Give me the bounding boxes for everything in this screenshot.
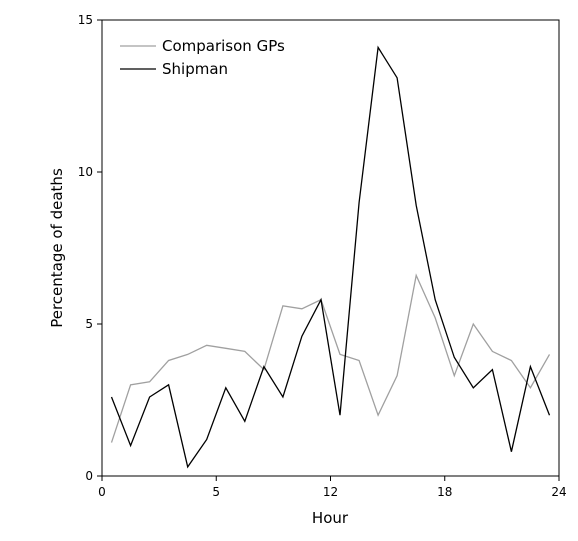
- y-tick-label: 0: [85, 469, 93, 483]
- x-axis-title: Hour: [312, 509, 349, 527]
- x-tick-label: 0: [98, 485, 106, 499]
- series-line-comparison-gps: [110, 273, 551, 443]
- x-tick-label: 18: [437, 485, 452, 499]
- y-tick-label: 5: [85, 317, 93, 331]
- plot-frame: [101, 19, 560, 477]
- x-axis-ticks: 0 5 12 18 24: [98, 476, 567, 499]
- y-axis-title: Percentage of deaths: [48, 168, 66, 328]
- x-tick-label: 5: [212, 485, 220, 499]
- y-axis-ticks: 0 5 10 15: [78, 13, 102, 483]
- series-layer: [110, 45, 551, 469]
- y-tick-label: 15: [78, 13, 93, 27]
- legend-label-shipman: Shipman: [162, 60, 228, 78]
- x-tick-label: 24: [551, 485, 566, 499]
- x-tick-label: 12: [323, 485, 338, 499]
- y-tick-label: 10: [78, 165, 93, 179]
- series-line-shipman: [110, 45, 551, 469]
- legend: Comparison GPs Shipman: [120, 37, 285, 78]
- legend-label-comparison-gps: Comparison GPs: [162, 37, 285, 55]
